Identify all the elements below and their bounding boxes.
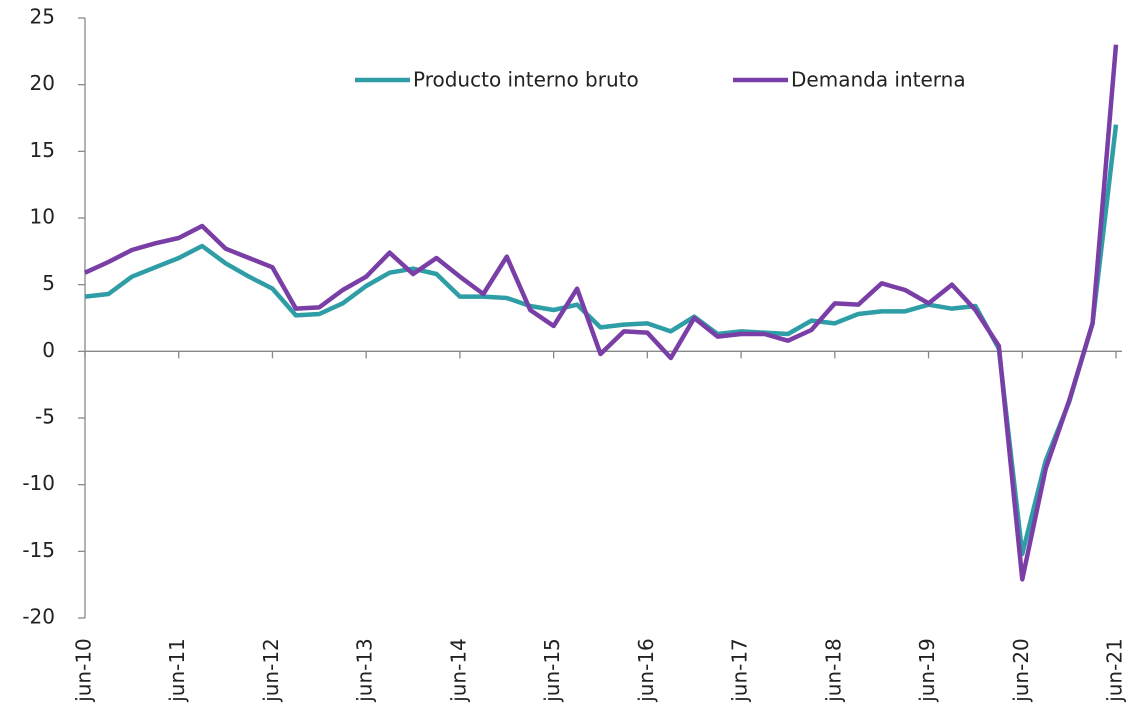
y-tick-label: -10 — [22, 471, 55, 495]
y-tick-label: 20 — [30, 71, 55, 95]
x-tick-label: jun-16 — [634, 638, 658, 703]
x-tick-label: jun-17 — [728, 638, 752, 703]
y-tick-label: -15 — [22, 538, 55, 562]
legend-label: Producto interno bruto — [413, 68, 639, 92]
y-tick-label: 0 — [42, 338, 55, 362]
x-tick-label: jun-18 — [821, 638, 845, 703]
x-tick-label: jun-14 — [446, 638, 470, 703]
series-line — [84, 124, 1119, 557]
y-tick-label: -20 — [22, 605, 55, 629]
y-tick-label: 10 — [30, 205, 55, 229]
x-tick-label: jun-12 — [259, 638, 283, 703]
x-tick-label: jun-20 — [1009, 638, 1033, 703]
x-tick-label: jun-13 — [353, 638, 377, 703]
x-tick-label: jun-11 — [165, 638, 189, 703]
x-tick-label: jun-15 — [540, 638, 564, 703]
x-tick-label: jun-10 — [72, 638, 96, 703]
x-tick-label: jun-19 — [915, 638, 939, 703]
x-tick-label: jun-21 — [1103, 638, 1127, 703]
y-tick-label: -5 — [35, 405, 55, 429]
series-line — [84, 44, 1119, 582]
legend-label: Demanda interna — [791, 68, 966, 92]
y-tick-label: 5 — [42, 271, 55, 295]
y-tick-label: 25 — [30, 5, 55, 29]
y-tick-label: 15 — [30, 138, 55, 162]
